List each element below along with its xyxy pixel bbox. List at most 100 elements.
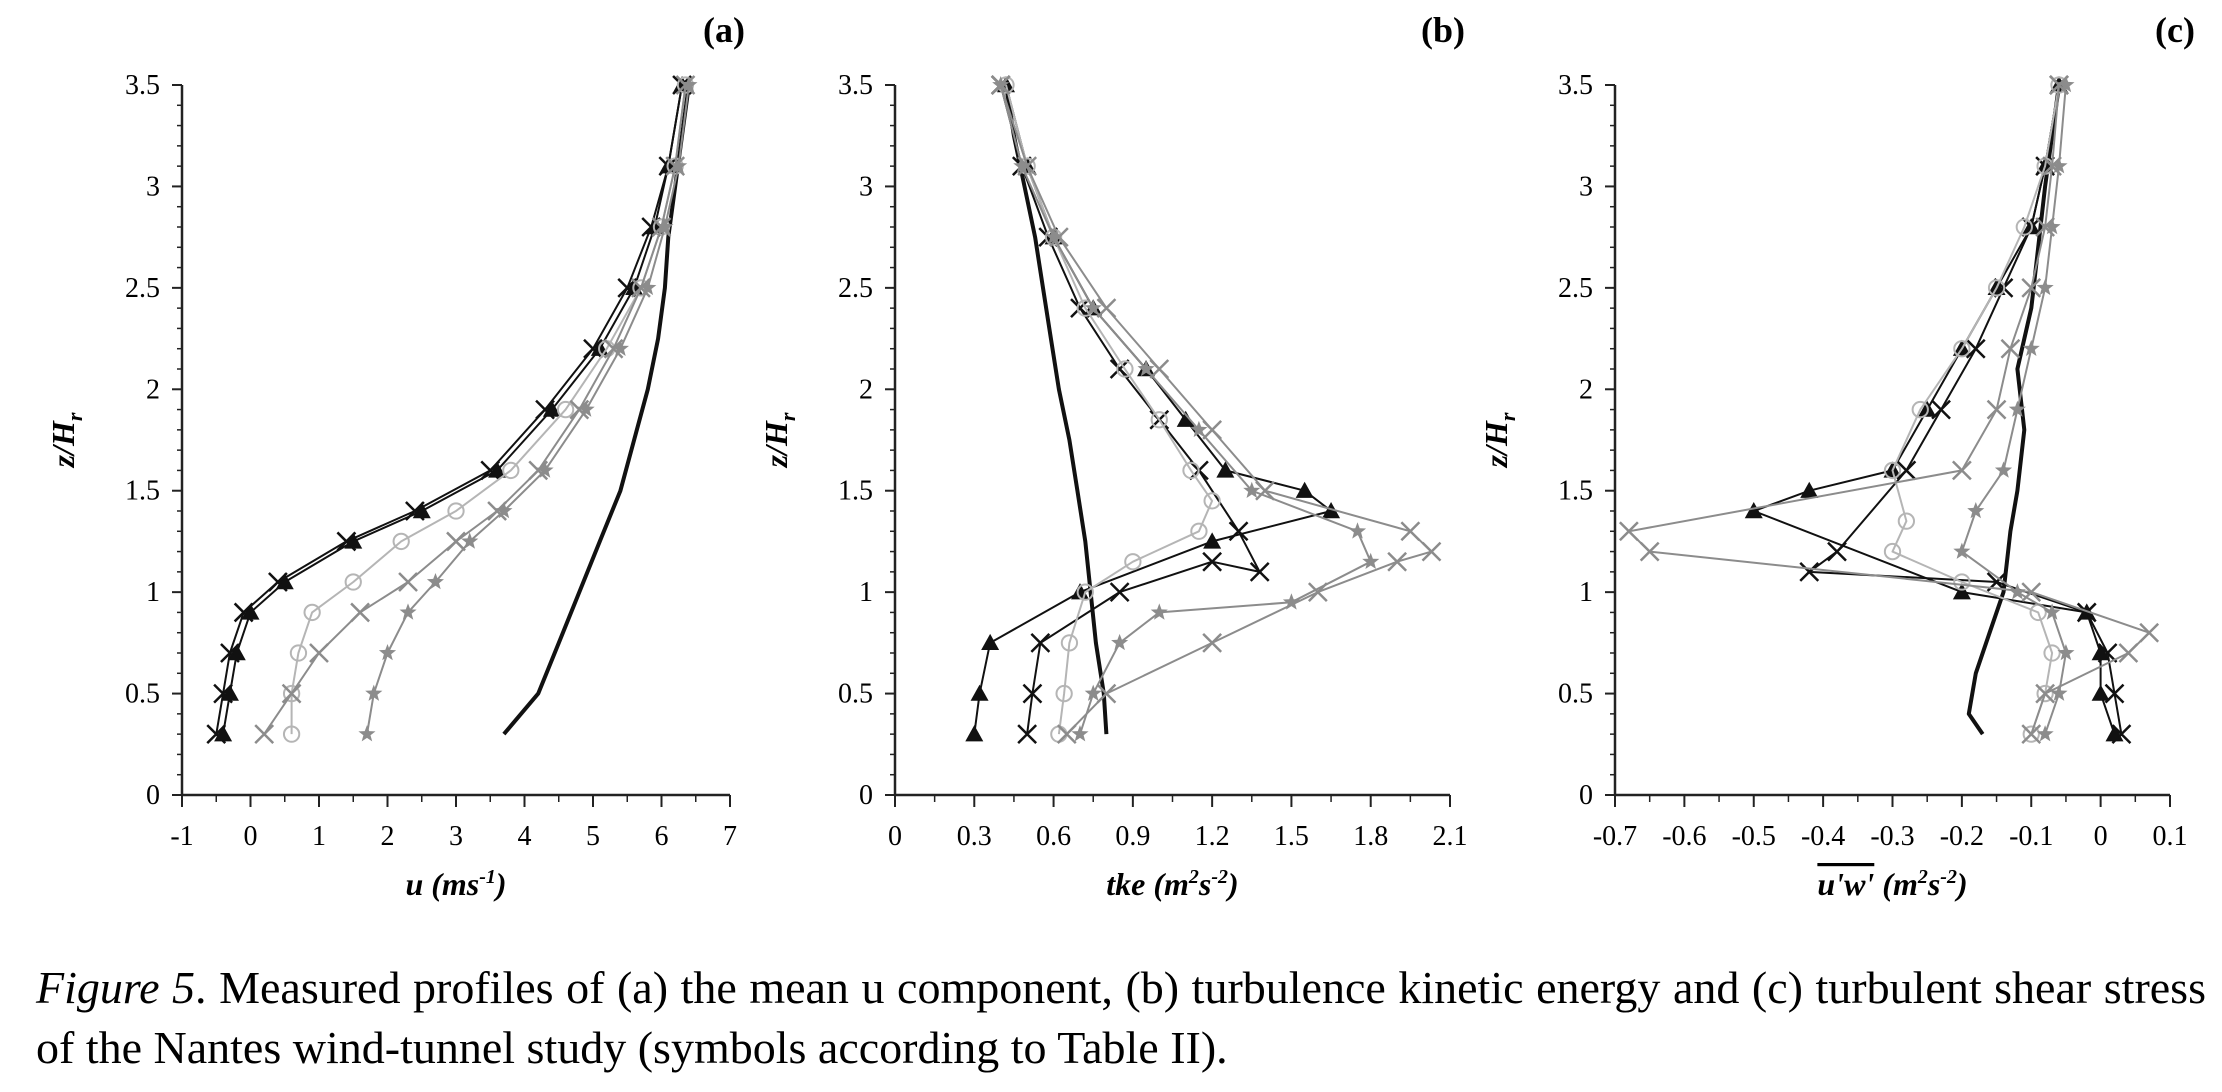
data-point <box>446 531 466 552</box>
data-point <box>281 683 302 704</box>
data-point <box>2035 683 2056 704</box>
series-0 <box>502 84 691 736</box>
x-title-end: ) <box>493 866 507 902</box>
y-tick-label: 1.5 <box>125 476 160 507</box>
data-point <box>670 157 688 174</box>
data-point <box>399 603 417 620</box>
y-tick-label: 1 <box>859 577 873 608</box>
data-point <box>556 400 575 419</box>
x-title-text: u'w' <box>1817 866 1874 902</box>
data-point <box>2021 277 2042 298</box>
y-axis-title-sub: r <box>1495 412 1520 421</box>
data-point <box>2036 725 2054 742</box>
series-0 <box>1966 84 2061 736</box>
series-5 <box>992 76 1380 742</box>
data-point <box>1149 359 1170 379</box>
data-point <box>1022 683 1043 704</box>
x-tick-label: 0 <box>244 821 258 852</box>
data-point <box>2000 338 2021 359</box>
series-line <box>1752 84 2116 735</box>
x-tick-label: -0.1 <box>2009 821 2053 852</box>
y-tick-label: 3.5 <box>838 70 873 101</box>
y-tick-label: 2.5 <box>125 273 160 304</box>
x-tick-label: -0.3 <box>1870 821 1914 852</box>
y-tick-label: 0.5 <box>125 679 160 710</box>
data-point <box>2057 644 2075 661</box>
data-point <box>480 460 501 481</box>
series-line <box>1966 84 2061 736</box>
y-tick-label: 1 <box>1579 577 1593 608</box>
y-tick-label: 0 <box>146 780 160 811</box>
data-point <box>1202 419 1223 440</box>
data-point <box>254 724 275 745</box>
data-point <box>2104 683 2125 704</box>
series-3 <box>1883 76 2068 743</box>
series-line <box>222 84 683 735</box>
y-tick-label: 1 <box>146 577 160 608</box>
data-point <box>1030 632 1051 653</box>
data-point <box>378 644 397 661</box>
data-point <box>1084 299 1102 316</box>
data-point <box>220 643 240 663</box>
data-point <box>1987 279 2006 297</box>
x-title-mid: s <box>1198 866 1211 902</box>
panel-a: 00.511.522.533.5-1 0 1 2 3 4 5 6 7(a)z/Hru (ms-1… <box>45 10 745 902</box>
data-point <box>1202 632 1223 653</box>
series-line <box>290 84 687 735</box>
series-line <box>1004 84 1109 735</box>
y-tick-label: 2.5 <box>838 273 873 304</box>
series-line <box>999 84 1372 735</box>
data-point <box>1076 583 1094 601</box>
y-tick-label: 0 <box>859 780 873 811</box>
series-line <box>502 84 691 736</box>
data-point <box>233 602 254 623</box>
series-5 <box>1953 76 2075 742</box>
data-point <box>1056 724 1077 745</box>
data-point <box>965 725 984 742</box>
data-point <box>1176 410 1195 427</box>
data-point <box>1017 724 1038 745</box>
x-title-close: ) <box>1954 866 1968 902</box>
series-line <box>215 84 683 735</box>
data-point <box>398 572 418 592</box>
data-point <box>1639 541 1660 562</box>
x-tick-label: 4 <box>518 821 532 852</box>
x-axis-title: u'w' (m2s-2) <box>1817 866 1967 902</box>
data-point <box>1111 633 1129 651</box>
panel-c: 0 0.5 1 1.5 2 2.5 3 3.5 -0.7 -0.6 -0.5 -0.4 -0.3 -0.2… <box>1478 10 2195 902</box>
data-point <box>2043 603 2061 620</box>
data-point <box>405 501 425 521</box>
figure: 00.511.522.533.5-1 0 1 2 3 4 5 6 7(a)z/Hru (ms-1… <box>45 10 2195 902</box>
x-tick-label: -0.2 <box>1940 821 1984 852</box>
data-point <box>358 725 376 742</box>
data-point <box>583 338 603 359</box>
series-2 <box>1799 75 2132 745</box>
x-title-text: tke (m <box>1106 866 1189 902</box>
data-point <box>1150 411 1168 429</box>
x-tick-label: 1 <box>312 821 326 852</box>
data-point <box>1216 461 1235 478</box>
data-point <box>1137 360 1155 377</box>
x-tick-label: 0.3 <box>957 821 992 852</box>
y-tick-label: 1.5 <box>838 476 873 507</box>
x-tick-label: 1.2 <box>1195 821 1230 852</box>
data-point <box>392 532 410 551</box>
y-tick-label: 1.5 <box>1558 476 1593 507</box>
panel-label: (b) <box>1421 10 1465 50</box>
caption-label: Figure 5 <box>36 962 196 1013</box>
series-1 <box>1744 76 2124 742</box>
data-point <box>536 461 554 478</box>
y-tick-label: 3.5 <box>125 70 160 101</box>
y-tick-label: 3 <box>859 171 873 202</box>
y-tick-label: 0.5 <box>838 679 873 710</box>
data-point <box>1190 522 1208 540</box>
data-point <box>344 573 362 591</box>
x-tick-label: 2.1 <box>1433 821 1468 852</box>
data-point <box>1190 420 1208 438</box>
y-tick-label: 3 <box>146 171 160 202</box>
x-tick-label: 6 <box>655 821 669 852</box>
data-point <box>639 278 657 296</box>
data-point <box>2043 644 2061 662</box>
y-tick-label: 2 <box>146 374 160 405</box>
data-point <box>2111 724 2132 745</box>
